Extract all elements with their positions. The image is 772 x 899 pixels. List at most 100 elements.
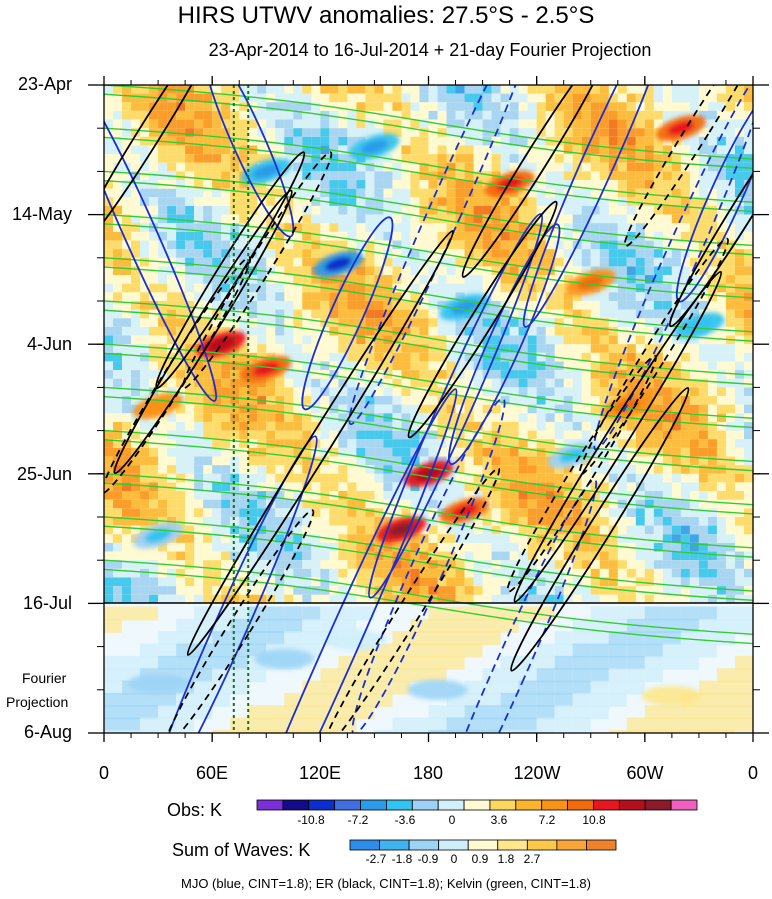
kelvin-contour: [104, 266, 753, 342]
anomaly-cell: [662, 525, 672, 535]
anomaly-cell: [545, 344, 555, 353]
anomaly-cell: [329, 154, 339, 163]
projection-cell: [518, 705, 537, 720]
anomaly-cell: [608, 534, 618, 543]
anomaly-cell: [257, 102, 267, 111]
anomaly-cell: [527, 542, 537, 552]
anomaly-cell: [527, 568, 537, 578]
anomaly-cell: [590, 102, 600, 111]
anomaly-cell: [653, 396, 663, 405]
anomaly-cell: [293, 136, 303, 146]
anomaly-cell: [500, 205, 510, 215]
anomaly-cell: [689, 542, 699, 552]
anomaly-cell: [284, 577, 294, 587]
anomaly-cell: [329, 508, 339, 517]
anomaly-cell: [284, 136, 294, 146]
anomaly-cell: [446, 568, 456, 578]
anomaly-cell: [167, 162, 177, 172]
anomaly-cell: [509, 223, 519, 232]
anomaly-cell: [617, 473, 627, 483]
anomaly-cell: [473, 370, 483, 379]
projection-cell: [428, 729, 447, 733]
anomaly-cell: [248, 421, 258, 431]
projection-cell: [464, 729, 483, 733]
anomaly-cell: [158, 370, 168, 379]
anomaly-cell: [473, 197, 483, 206]
anomaly-cell: [626, 473, 636, 483]
anomaly-cell: [671, 214, 681, 224]
anomaly-cell: [617, 180, 627, 189]
anomaly-cell: [437, 586, 447, 595]
anomaly-cell: [221, 430, 231, 440]
anomaly-cell: [500, 309, 510, 319]
anomaly-cell: [599, 396, 609, 405]
anomaly-cell: [455, 344, 465, 353]
projection-cell: [140, 643, 159, 658]
anomaly-cell: [599, 421, 609, 431]
anomaly-cell: [158, 249, 168, 258]
anomaly-cell: [590, 542, 600, 552]
anomaly-cell: [113, 447, 123, 457]
anomaly-cell: [167, 249, 177, 258]
anomaly-cell: [626, 465, 636, 474]
anomaly-cell: [158, 508, 168, 517]
anomaly-cell: [455, 205, 465, 215]
anomaly-cell: [320, 136, 330, 146]
anomaly-cell: [275, 577, 285, 587]
anomaly-cell: [383, 257, 393, 267]
anomaly-cell: [437, 577, 447, 587]
anomaly-cell: [176, 447, 186, 457]
projection-cell: [554, 655, 573, 670]
projection-cell: [104, 729, 122, 733]
anomaly-cell: [104, 396, 113, 405]
obs-colorbar-swatch: [489, 799, 517, 811]
anomaly-cell: [644, 162, 654, 172]
anomaly-cell: [239, 413, 249, 422]
anomaly-cell: [194, 473, 204, 483]
anomaly-cell: [572, 396, 582, 405]
obs-colorbar-label: -7.2: [347, 813, 369, 827]
anomaly-cell: [248, 309, 258, 319]
anomaly-cell: [554, 534, 564, 543]
anomaly-cell: [446, 171, 456, 180]
projection-cell: [482, 705, 501, 720]
anomaly-cell: [176, 594, 186, 604]
anomaly-cell: [194, 154, 204, 163]
anomaly-cell: [635, 136, 645, 146]
anomaly-cell: [212, 283, 222, 293]
anomaly-cell: [104, 119, 113, 129]
anomaly-cell: [473, 568, 483, 578]
anomaly-cell: [644, 534, 654, 543]
anomaly-cell: [428, 188, 438, 198]
anomaly-cell: [572, 119, 582, 129]
anomaly-cell: [725, 542, 735, 552]
anomaly-cell: [617, 361, 627, 371]
anomaly-cell: [509, 387, 519, 396]
anomaly-cell: [203, 283, 213, 293]
anomaly-cell: [491, 499, 501, 509]
anomaly-cell: [302, 214, 312, 224]
anomaly-cell: [212, 257, 222, 267]
anomaly-cell: [392, 421, 402, 431]
anomaly-cell: [626, 508, 636, 517]
anomaly-cell: [743, 85, 753, 94]
anomaly-cell: [500, 361, 510, 371]
projection-cell: [212, 631, 231, 646]
anomaly-cell: [743, 275, 753, 284]
anomaly-cell: [104, 283, 113, 293]
anomaly-cell: [203, 534, 213, 543]
anomaly-cell: [221, 465, 231, 474]
anomaly-cell: [122, 499, 132, 509]
anomaly-cell: [734, 473, 744, 483]
anomaly-cell: [491, 240, 501, 250]
anomaly-cell: [653, 318, 663, 327]
anomaly-cell: [680, 447, 690, 457]
anomaly-cell: [689, 525, 699, 535]
obs-colorbar-label: -3.6: [394, 813, 416, 827]
projection-cell: [626, 729, 645, 733]
anomaly-cell: [455, 525, 465, 535]
anomaly-cell: [698, 188, 708, 198]
anomaly-cell: [707, 447, 717, 457]
anomaly-cell: [671, 517, 681, 526]
projection-cell: [302, 631, 321, 646]
